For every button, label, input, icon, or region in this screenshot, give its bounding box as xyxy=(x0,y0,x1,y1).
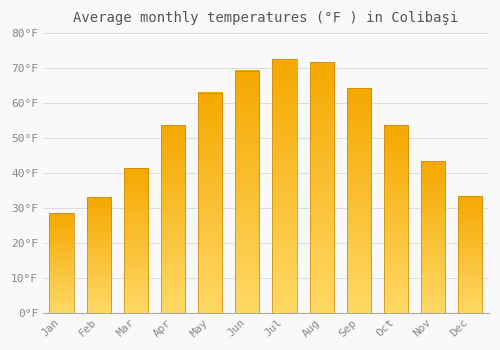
Bar xyxy=(347,88,371,313)
Bar xyxy=(50,214,74,313)
Bar xyxy=(236,71,260,313)
Bar xyxy=(384,125,408,313)
Bar xyxy=(161,125,185,313)
Bar xyxy=(421,161,445,313)
Bar xyxy=(124,168,148,313)
Bar xyxy=(458,196,482,313)
Bar xyxy=(198,93,222,313)
Bar xyxy=(272,60,296,313)
Bar xyxy=(86,197,111,313)
Title: Average monthly temperatures (°F ) in Colibaşi: Average monthly temperatures (°F ) in Co… xyxy=(74,11,458,25)
Bar xyxy=(310,62,334,313)
